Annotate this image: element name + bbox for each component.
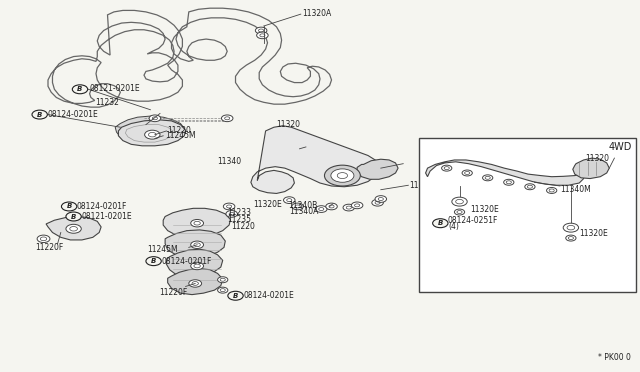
Circle shape [326,203,337,210]
Circle shape [218,277,228,283]
Circle shape [66,224,81,233]
Circle shape [504,179,514,185]
Circle shape [191,219,204,227]
Circle shape [149,115,161,122]
Polygon shape [165,230,225,257]
Circle shape [257,32,268,39]
Text: 11320E: 11320E [253,200,282,209]
Polygon shape [166,249,223,277]
Text: 08124-0201E: 08124-0201E [48,110,99,119]
Circle shape [454,209,465,215]
Polygon shape [46,217,101,240]
Text: 08121-0201E: 08121-0201E [82,212,132,221]
Circle shape [324,165,360,186]
Text: 11320A: 11320A [302,9,332,17]
Circle shape [316,206,327,212]
Circle shape [146,257,161,266]
Circle shape [191,241,204,248]
Text: 11220F: 11220F [35,243,63,252]
Polygon shape [251,126,379,193]
Text: 11220F: 11220F [159,288,187,296]
Circle shape [221,115,233,122]
Circle shape [66,212,81,221]
Text: 08124-0201E: 08124-0201E [244,291,294,300]
Text: 11220: 11220 [168,126,191,135]
Circle shape [331,169,354,182]
Circle shape [255,27,267,34]
Text: B: B [151,258,156,264]
Circle shape [226,211,237,217]
Polygon shape [163,208,230,237]
Circle shape [72,85,88,94]
Circle shape [343,204,355,211]
Text: 08124-0251F: 08124-0251F [448,216,499,225]
Bar [419,138,636,292]
Polygon shape [357,159,398,179]
Text: B: B [233,293,238,299]
Text: 11232: 11232 [95,98,118,107]
Text: B: B [37,112,42,118]
Circle shape [351,202,363,209]
Text: 11320E: 11320E [470,205,499,214]
Polygon shape [168,269,223,295]
Circle shape [37,235,50,243]
Circle shape [547,187,557,193]
Text: 11340M: 11340M [560,185,591,194]
Circle shape [228,291,243,300]
Circle shape [191,262,204,270]
Text: 4WD: 4WD [609,142,632,152]
Text: * PK00 0: * PK00 0 [598,353,630,362]
Text: 11320: 11320 [276,120,301,129]
Text: 11340A: 11340A [289,207,319,216]
Circle shape [452,197,467,206]
Circle shape [292,203,303,210]
Circle shape [433,219,448,228]
Polygon shape [115,116,184,142]
Circle shape [375,196,387,202]
Circle shape [372,199,383,206]
Text: B: B [67,203,72,209]
Text: 11320B: 11320B [410,181,439,190]
Text: 08124-0201F: 08124-0201F [161,257,212,266]
Circle shape [566,235,576,241]
Circle shape [483,175,493,181]
Polygon shape [426,160,584,185]
Text: 11320: 11320 [586,154,610,163]
Circle shape [218,287,228,293]
Text: 08124-0201F: 08124-0201F [77,202,127,211]
Text: 11340B: 11340B [288,201,317,210]
Text: 11320E: 11320E [579,229,608,238]
Polygon shape [573,158,609,179]
Circle shape [32,110,47,119]
Circle shape [189,280,202,287]
Text: B: B [71,214,76,219]
Text: 08121-0201E: 08121-0201E [90,84,140,93]
Text: 11235: 11235 [227,215,251,224]
Circle shape [284,197,295,203]
Text: B: B [77,86,83,92]
Text: 11245M: 11245M [165,131,196,140]
Text: B: B [438,220,443,226]
Text: (4): (4) [448,222,459,231]
Circle shape [442,165,452,171]
Polygon shape [118,120,186,146]
Circle shape [525,184,535,190]
Circle shape [145,130,160,139]
Circle shape [223,203,235,210]
Text: 11233: 11233 [227,208,251,217]
Circle shape [462,170,472,176]
Text: 11340: 11340 [218,157,242,166]
Circle shape [61,202,77,211]
Text: 11220: 11220 [232,222,255,231]
Text: 11245M: 11245M [147,245,178,254]
Circle shape [563,223,579,232]
